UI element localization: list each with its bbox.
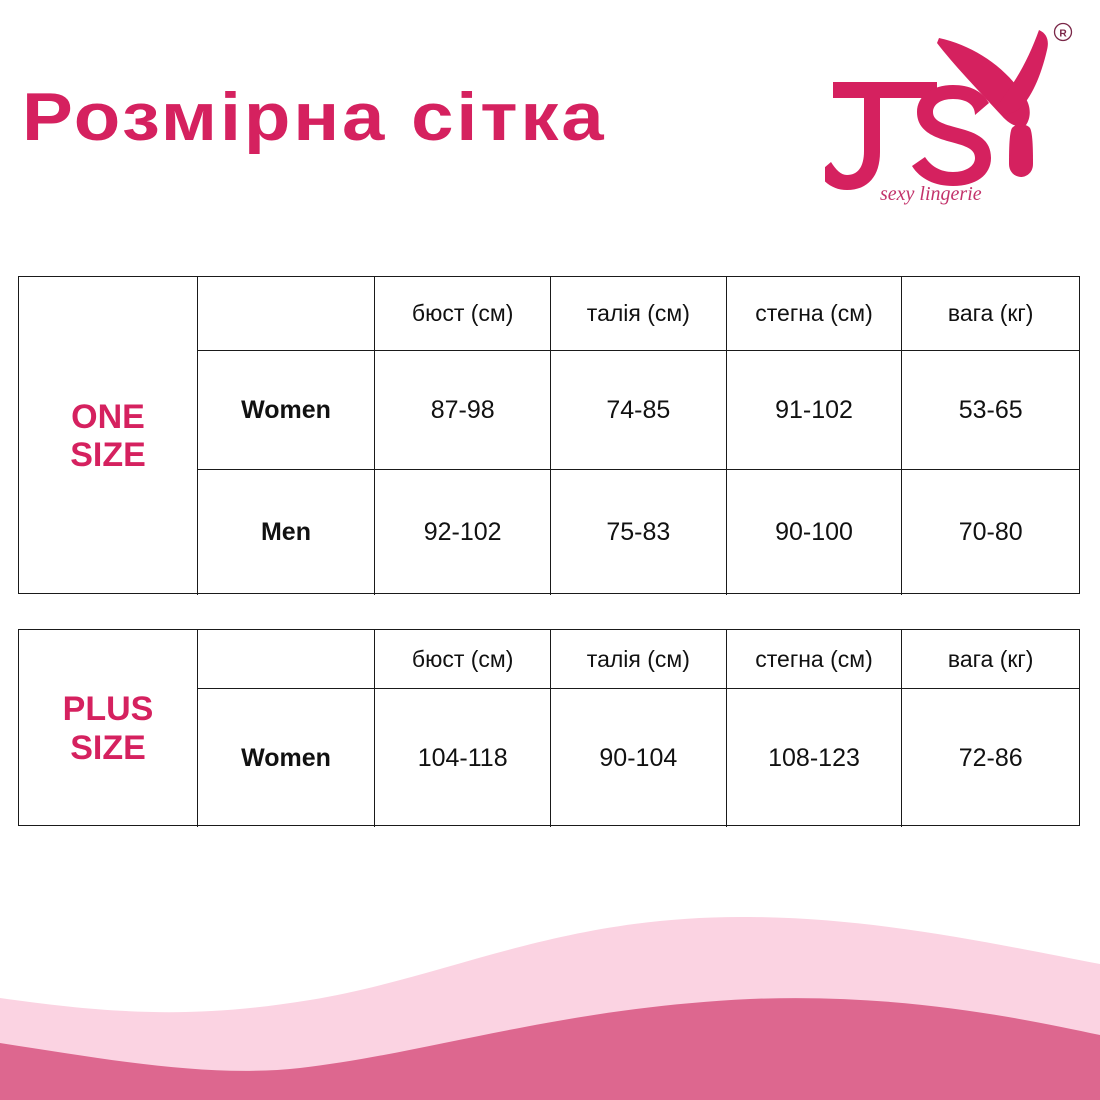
svg-text:R: R xyxy=(1059,28,1067,39)
